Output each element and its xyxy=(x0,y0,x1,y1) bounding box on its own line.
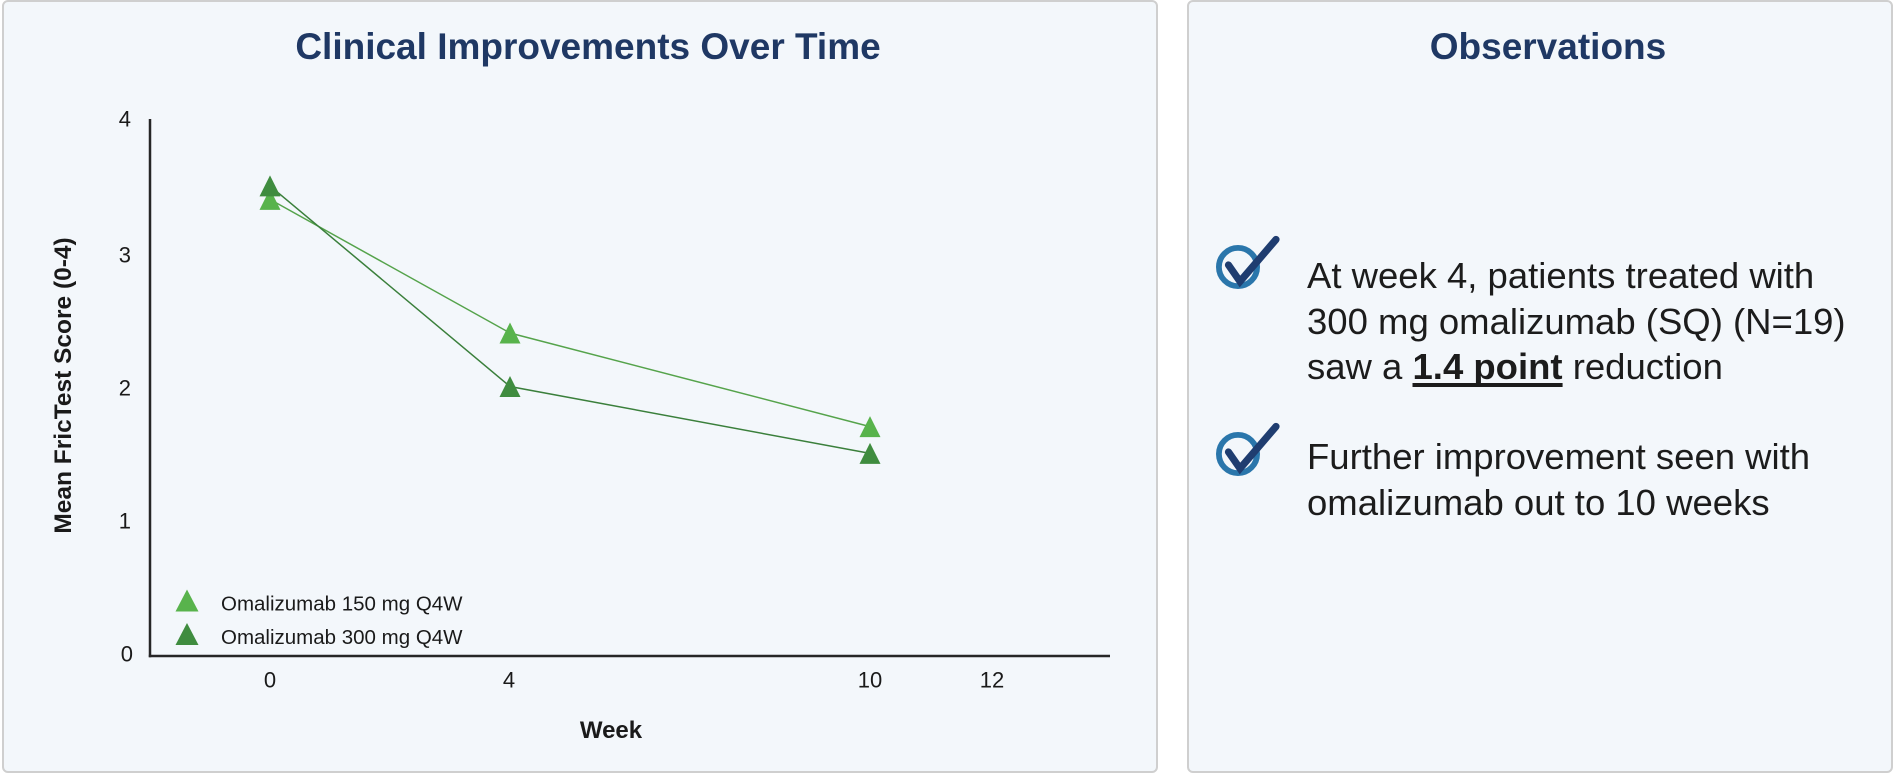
svg-text:Week: Week xyxy=(580,717,643,744)
svg-text:2: 2 xyxy=(119,376,131,401)
svg-text:4: 4 xyxy=(503,668,515,693)
svg-text:3: 3 xyxy=(119,243,131,268)
svg-text:Omalizumab 150 mg Q4W: Omalizumab 150 mg Q4W xyxy=(221,592,463,615)
svg-text:Mean FricTest Score (0-4): Mean FricTest Score (0-4) xyxy=(50,237,77,533)
svg-text:4: 4 xyxy=(119,107,131,132)
svg-text:Omalizumab 300 mg Q4W: Omalizumab 300 mg Q4W xyxy=(221,626,463,649)
svg-text:10: 10 xyxy=(858,668,882,693)
svg-text:12: 12 xyxy=(980,668,1004,693)
svg-text:0: 0 xyxy=(121,642,133,667)
svg-text:0: 0 xyxy=(264,668,276,693)
svg-text:1: 1 xyxy=(119,509,131,534)
